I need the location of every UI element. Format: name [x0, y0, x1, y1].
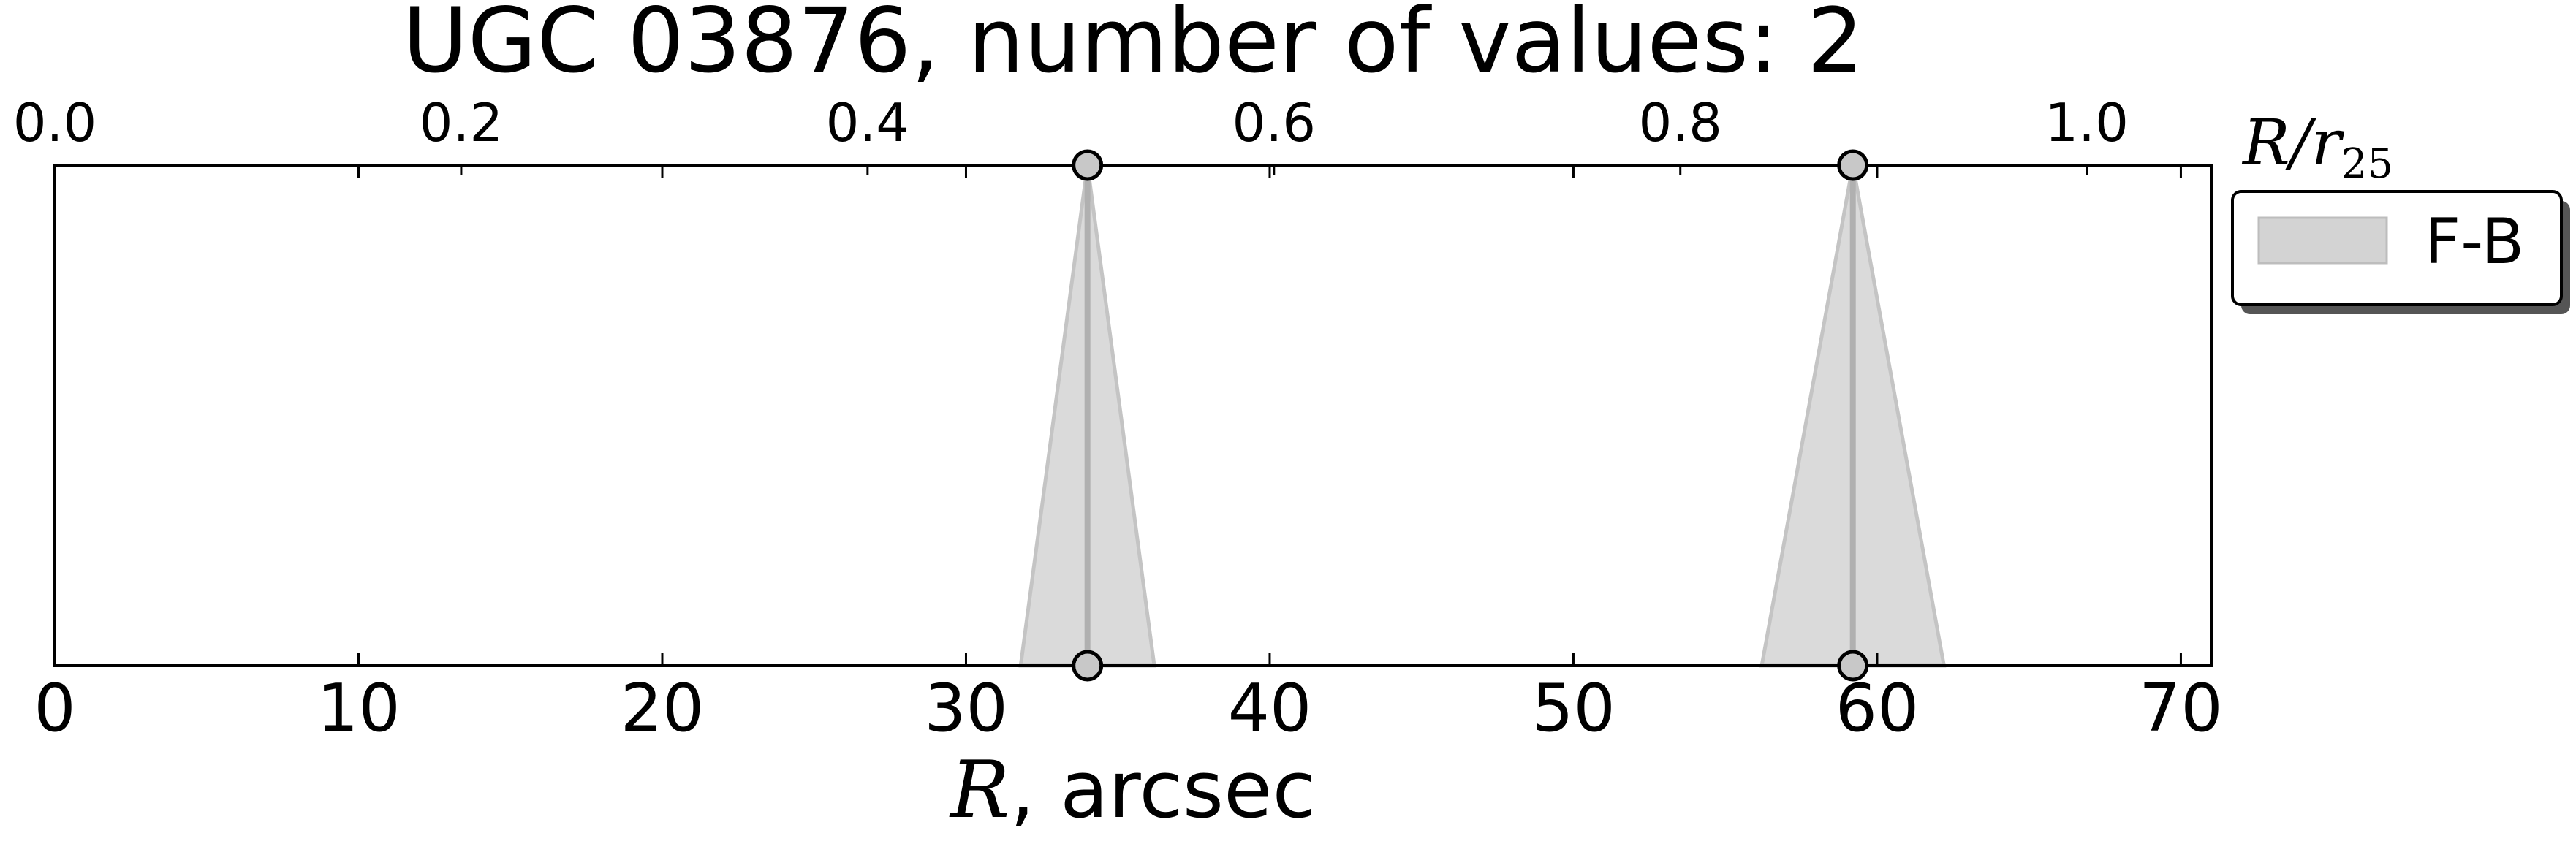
bottom-tick-label: 70: [2139, 670, 2223, 747]
top-axis-label-sub: 25: [2341, 140, 2393, 188]
bottom-tick-label: 0: [34, 670, 75, 747]
bottom-tick-label: 10: [317, 670, 401, 747]
top-tick-label: 0.4: [826, 92, 910, 153]
top-axis: 0.0 0.2 0.4 0.6 0.8 1.0: [13, 92, 2129, 175]
bottom-tick-label: 60: [1836, 670, 1920, 747]
chart-title: UGC 03876, number of values: 2: [402, 0, 1863, 93]
top-axis-label: R/r25: [2241, 107, 2393, 188]
legend-swatch-F-B: [2257, 216, 2388, 265]
top-tick-label: 0.0: [13, 92, 97, 153]
top-tick-label: 0.6: [1232, 92, 1317, 153]
top-tick-label: 1.0: [2045, 92, 2129, 153]
bottom-axis: 0 10 20 30 40 50 60 70: [34, 165, 2223, 747]
bottom-tick-label: 20: [621, 670, 705, 747]
x-axis-label-symbol: R: [949, 745, 1009, 836]
bottom-tick-label: 30: [924, 670, 1008, 747]
data-point-bottom: [1837, 650, 1869, 682]
top-tick-label: 0.2: [420, 92, 504, 153]
top-axis-label-main: R/r: [2241, 107, 2345, 180]
plot-frame-outline: [53, 164, 2213, 667]
data-point-top: [1072, 149, 1104, 181]
legend: F-B: [2231, 190, 2570, 314]
top-tick-label: 0.8: [1638, 92, 1722, 153]
legend-label-F-B: F-B: [2425, 205, 2524, 278]
x-axis-label: R, arcsec: [949, 745, 1316, 836]
bottom-tick-label: 50: [1531, 670, 1615, 747]
series-layer: [1018, 164, 1947, 668]
data-point-top: [1837, 149, 1869, 181]
data-point-bottom: [1072, 650, 1104, 682]
x-axis-label-unit: , arcsec: [1009, 745, 1315, 836]
bottom-tick-label: 40: [1228, 670, 1312, 747]
